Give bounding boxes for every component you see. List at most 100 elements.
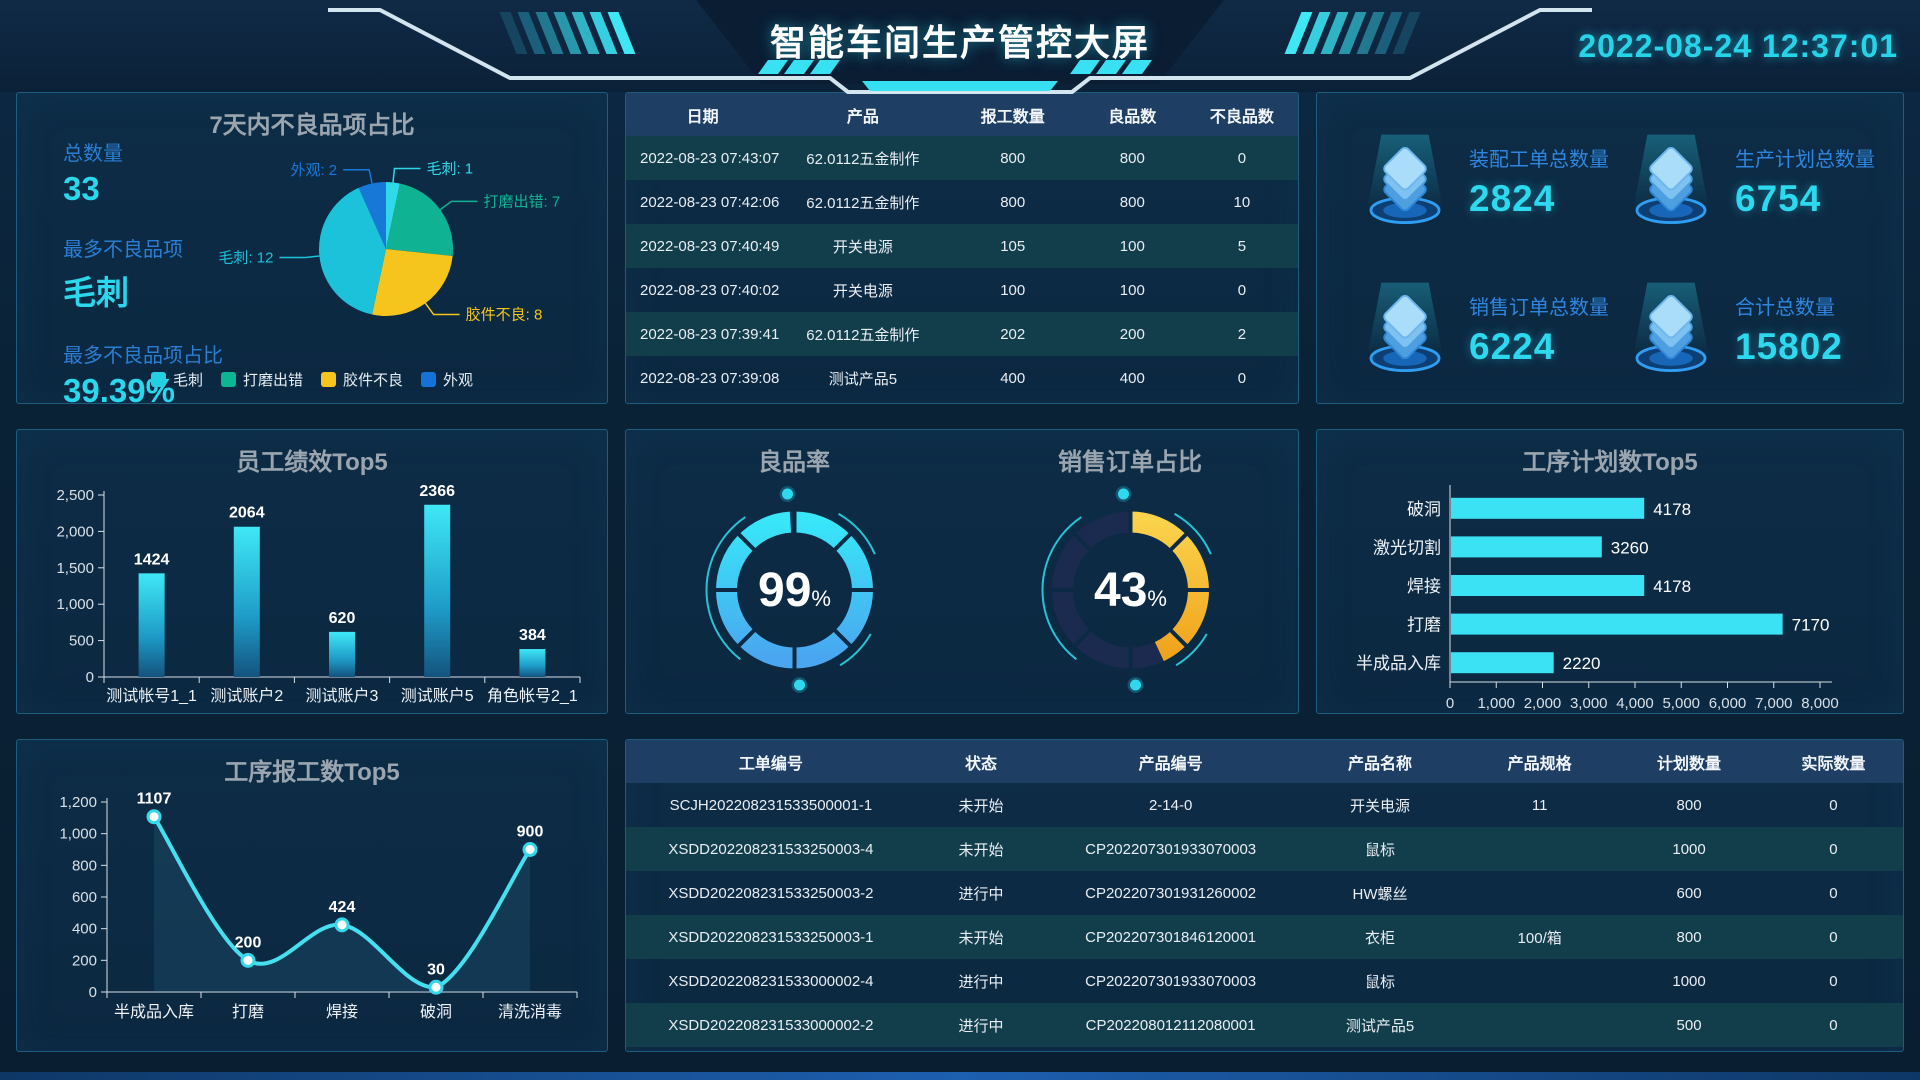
table-cell: 开关电源 xyxy=(1350,797,1411,815)
legend-item: 胶件不良 xyxy=(321,369,403,390)
table-cell: XSDD202208231533000002-4 xyxy=(668,972,874,990)
table-row: 2022-08-23 07:43:07 62.0112五金制作 800 800 0 xyxy=(626,136,1298,180)
stat-label: 最多不良品项占比 xyxy=(63,345,223,367)
table-cell: 2-14-0 xyxy=(1148,796,1193,814)
table-cell: SCJH202208231533500001-1 xyxy=(669,796,873,814)
table-cell: CP202207301931260002 xyxy=(1085,884,1257,902)
column-header: 产品编号 xyxy=(1046,740,1296,783)
stat-card: 生产计划总数量 6754 xyxy=(1619,129,1885,233)
table-cell: XSDD202208231533250003-2 xyxy=(668,884,874,902)
table-row: 2022-08-23 07:40:02 开关电源 100 100 0 xyxy=(626,268,1298,312)
svg-text:测试账户2: 测试账户2 xyxy=(210,687,283,705)
svg-text:焊接: 焊接 xyxy=(326,1003,358,1021)
table-cell: 进行中 xyxy=(958,973,1004,991)
stat-card: 合计总数量 15802 xyxy=(1619,277,1885,381)
table-cell: 100/箱 xyxy=(1464,915,1615,959)
stat-label: 总数量 xyxy=(63,143,123,165)
legend-item: 毛刺 xyxy=(150,369,203,390)
table-cell xyxy=(1465,871,1614,915)
card-label: 合计总数量 xyxy=(1735,296,1835,319)
header-frame-decor xyxy=(328,8,1592,94)
table-row: 2022-08-23 07:40:49 开关电源 105 100 5 xyxy=(626,224,1298,268)
table-cell: 0 xyxy=(1763,827,1903,871)
panel-staff-performance: 员工绩效Top5 0 500 1,000 1,500 2,000 2,500 1424 测试帐… xyxy=(16,429,608,714)
svg-text:6,000: 6,000 xyxy=(1709,695,1747,712)
header: 智能车间生产管控大屏 2022-08-24 12:37:01 xyxy=(0,0,1920,94)
svg-text:打磨: 打磨 xyxy=(232,1003,264,1021)
table-cell: 11 xyxy=(1531,796,1548,814)
svg-text:1,200: 1,200 xyxy=(59,794,97,811)
svg-text:200: 200 xyxy=(235,934,262,951)
stat-value: 33 xyxy=(63,170,100,207)
table-cell: 800 xyxy=(1078,136,1186,180)
table-cell: 鼠标 xyxy=(1365,973,1396,991)
svg-text:43%: 43% xyxy=(1094,564,1167,617)
svg-text:2064: 2064 xyxy=(229,505,265,522)
table-cell: 2 xyxy=(1185,312,1298,356)
table-cell: 400 xyxy=(1000,369,1026,387)
table-cell: CP202208012112080001 xyxy=(1046,1003,1296,1047)
stat-card: 装配工单总数量 2824 xyxy=(1353,129,1619,233)
table-cell: 2022-08-23 07:43:07 xyxy=(626,136,780,180)
svg-text:2220: 2220 xyxy=(1563,654,1601,673)
table-row: 2022-08-23 07:39:41 62.0112五金制作 202 200 2 xyxy=(626,312,1298,356)
svg-text:胶件不良: 8: 胶件不良: 8 xyxy=(466,307,543,324)
table-cell xyxy=(1464,1003,1615,1047)
table-cell: CP202207301846120001 xyxy=(1046,915,1296,959)
table-cell: 10 xyxy=(1233,193,1251,211)
svg-text:2366: 2366 xyxy=(419,483,455,500)
sales-ratio-gauge-chart: 43% xyxy=(1041,486,1219,693)
defect-stats: 总数量 33 最多不良品项 毛刺 最多不良品项占比 39.39% xyxy=(63,137,223,403)
column-header: 报工数量 xyxy=(946,93,1079,136)
table-cell: 2022-08-23 07:40:49 xyxy=(626,224,780,268)
table-cell: 开关电源 xyxy=(832,282,893,300)
table-cell: 5 xyxy=(1185,224,1298,268)
legend-label: 毛刺 xyxy=(172,372,203,389)
table-cell: CP202207301933070003 xyxy=(1085,972,1257,990)
yield-gauge-chart: 99% xyxy=(705,486,883,693)
table-cell: 2022-08-23 07:40:02 xyxy=(640,281,780,299)
table-cell: 202 xyxy=(946,312,1079,356)
table-cell xyxy=(1464,827,1615,871)
svg-text:99%: 99% xyxy=(758,564,831,617)
bottom-accent-bar xyxy=(0,1072,1920,1080)
svg-text:焊接: 焊接 xyxy=(1407,577,1441,596)
card-value: 6224 xyxy=(1469,325,1556,367)
panel-stat-cards: 装配工单总数量 2824 生产计划总数量 6754 xyxy=(1316,92,1904,404)
table-cell: 800 xyxy=(1676,796,1702,814)
table-cell: 0 xyxy=(1829,796,1838,814)
stat-cards: 装配工单总数量 2824 生产计划总数量 6754 xyxy=(1317,93,1903,381)
svg-text:破洞: 破洞 xyxy=(420,1003,452,1021)
svg-text:620: 620 xyxy=(329,610,356,627)
table-cell: 0 xyxy=(1237,369,1247,387)
legend-item: 打磨出错 xyxy=(220,369,303,390)
svg-text:8,000: 8,000 xyxy=(1801,695,1839,712)
svg-text:7,000: 7,000 xyxy=(1755,695,1793,712)
svg-text:4,000: 4,000 xyxy=(1616,695,1654,712)
svg-text:4178: 4178 xyxy=(1653,577,1691,596)
defect-stat: 总数量 33 xyxy=(63,137,223,208)
panel-title: 工序计划数Top5 xyxy=(1522,449,1698,476)
panel-title: 7天内不良品项占比 xyxy=(209,112,415,139)
svg-text:外观: 2: 外观: 2 xyxy=(290,162,337,179)
table-cell: XSDD202208231533000002-2 xyxy=(626,1003,916,1047)
panel-title: 工序报工数Top5 xyxy=(224,759,400,786)
svg-text:半成品入库: 半成品入库 xyxy=(1356,654,1441,673)
table-cell: 400 xyxy=(1119,369,1145,387)
table-cell: 测试产品5 xyxy=(828,370,898,388)
table-cell: 1000 xyxy=(1614,827,1764,871)
legend-label: 打磨出错 xyxy=(242,372,303,389)
svg-text:424: 424 xyxy=(329,899,356,916)
svg-text:900: 900 xyxy=(517,824,544,841)
svg-text:2,500: 2,500 xyxy=(56,487,94,504)
defect-pie-chart: 毛刺: 1 打磨出错: 7 胶件不良: 8 毛刺: 12 外观: 2 xyxy=(218,160,560,324)
card-label: 生产计划总数量 xyxy=(1735,148,1875,171)
table-row: SCJH202208231533500001-1 未开始 2-14-0 开关电源 11 8… xyxy=(626,783,1903,827)
svg-text:1107: 1107 xyxy=(137,791,172,808)
table-cell: 未开始 xyxy=(915,915,1047,959)
yield-gauge-box: 良品率 99% xyxy=(626,430,962,713)
column-header: 良品数 xyxy=(1078,93,1186,136)
table-cell: 0 xyxy=(1763,915,1903,959)
svg-text:0: 0 xyxy=(86,669,94,686)
stacked-layers-icon xyxy=(1633,134,1709,225)
